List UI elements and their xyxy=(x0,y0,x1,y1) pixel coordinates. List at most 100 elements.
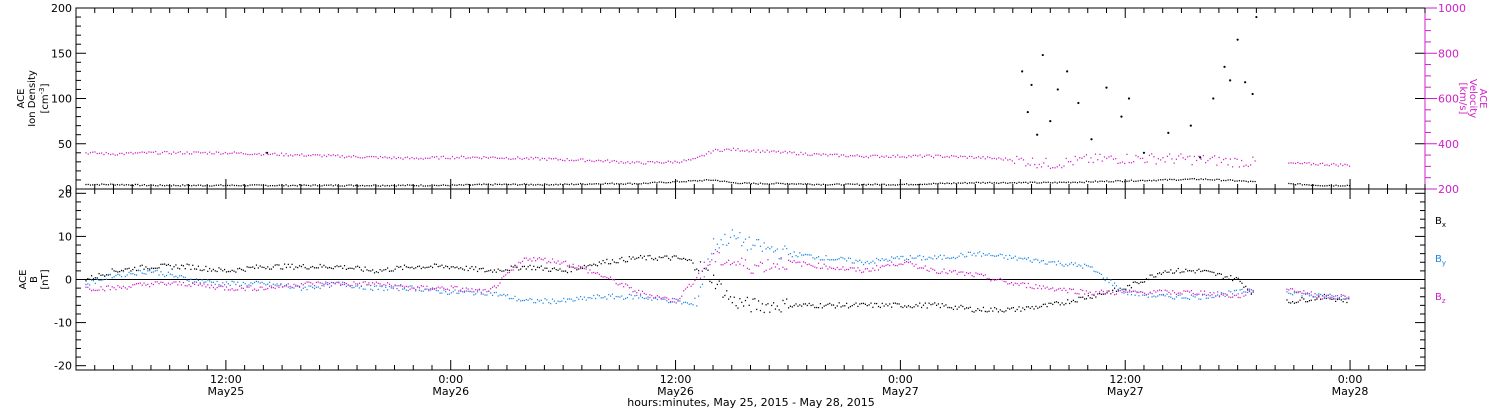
bz-point xyxy=(505,274,507,276)
velocity-point xyxy=(418,158,420,160)
velocity-point xyxy=(694,157,696,160)
velocity-point xyxy=(1034,163,1036,166)
by-point xyxy=(319,287,321,290)
bx-point xyxy=(366,269,368,271)
bx-point xyxy=(285,266,288,269)
by-point xyxy=(441,292,443,294)
density-point xyxy=(762,183,764,185)
density-point xyxy=(714,179,717,181)
density-point xyxy=(856,183,858,185)
bx-point xyxy=(1179,272,1181,274)
velocity-point xyxy=(739,150,741,152)
velocity-point xyxy=(721,150,723,153)
bx-point xyxy=(1290,302,1292,304)
density-point xyxy=(1112,181,1115,183)
bx-point xyxy=(653,258,655,261)
velocity-point xyxy=(231,152,233,154)
bx-point xyxy=(1012,306,1015,309)
density-spike-point xyxy=(1077,101,1080,105)
by-point xyxy=(207,279,209,281)
density-point xyxy=(687,179,690,182)
by-point xyxy=(1192,295,1194,297)
bz-point xyxy=(628,287,630,289)
density-point xyxy=(1303,183,1306,186)
velocity-point xyxy=(816,153,818,155)
by-point xyxy=(563,297,565,300)
by-point xyxy=(992,254,994,257)
bx-point xyxy=(778,309,780,311)
density-point xyxy=(620,183,622,185)
by-point xyxy=(1097,271,1099,273)
bz-point xyxy=(1288,289,1290,291)
bx-point xyxy=(1089,297,1091,299)
density-point xyxy=(906,183,908,185)
bz-point xyxy=(160,281,162,283)
bx-point xyxy=(898,303,900,305)
bz-point xyxy=(1113,294,1116,296)
by-point xyxy=(1168,296,1170,298)
bx-point xyxy=(225,271,228,273)
by-point xyxy=(484,294,486,296)
bx-point xyxy=(87,277,89,280)
bz-point xyxy=(1059,287,1061,290)
by-point xyxy=(422,290,424,292)
by-point xyxy=(1084,263,1086,265)
density-point xyxy=(1081,181,1083,183)
bz-point xyxy=(1100,289,1103,291)
bx-point xyxy=(154,267,156,269)
velocity-point xyxy=(454,158,456,160)
velocity-point xyxy=(139,151,141,154)
bx-point xyxy=(160,263,162,266)
velocity-point xyxy=(218,151,220,154)
velocity-point xyxy=(1324,164,1326,166)
by-point xyxy=(1230,291,1232,293)
bx-point xyxy=(739,298,741,300)
bz-point xyxy=(658,296,660,298)
bz-point xyxy=(312,283,314,285)
by-point xyxy=(1095,271,1097,273)
by-point xyxy=(197,279,199,282)
bz-point xyxy=(711,259,713,261)
by-point xyxy=(1104,279,1106,282)
bz-point xyxy=(1301,292,1303,294)
density-spike-point xyxy=(1105,86,1108,89)
bz-point xyxy=(446,288,449,290)
bx-point xyxy=(958,306,960,308)
bx-point xyxy=(836,305,838,307)
bz-point xyxy=(924,265,926,267)
velocity-point xyxy=(1245,164,1247,166)
bx-point xyxy=(362,270,364,272)
by-point xyxy=(909,255,911,257)
bx-point xyxy=(844,305,846,307)
velocity-point xyxy=(492,156,494,158)
b-tick-label: -10 xyxy=(54,317,72,330)
density-point xyxy=(85,183,87,186)
bz-point xyxy=(979,273,981,276)
by-point xyxy=(512,297,514,300)
velocity-point xyxy=(566,158,568,160)
bz-point xyxy=(808,263,810,265)
bx-point xyxy=(1010,307,1013,309)
bz-point xyxy=(476,289,479,291)
bx-point xyxy=(1076,301,1078,303)
velocity-point xyxy=(989,156,991,159)
bx-point xyxy=(516,266,518,269)
density-point xyxy=(247,185,249,187)
bx-point xyxy=(932,303,934,305)
bx-point xyxy=(1325,297,1327,300)
bx-point xyxy=(647,255,649,257)
bx-point xyxy=(1185,268,1187,271)
by-point xyxy=(194,281,196,283)
density-point xyxy=(735,182,737,184)
bz-point xyxy=(1009,282,1011,285)
density-point xyxy=(1027,182,1029,184)
velocity-point xyxy=(1157,158,1160,160)
bx-point xyxy=(270,268,273,270)
bz-point xyxy=(836,266,838,269)
bx-point xyxy=(709,280,711,283)
velocity-point xyxy=(1227,164,1229,166)
density-point xyxy=(260,184,262,186)
bx-point xyxy=(85,280,87,282)
velocity-point xyxy=(930,155,932,157)
bx-point xyxy=(857,305,859,308)
